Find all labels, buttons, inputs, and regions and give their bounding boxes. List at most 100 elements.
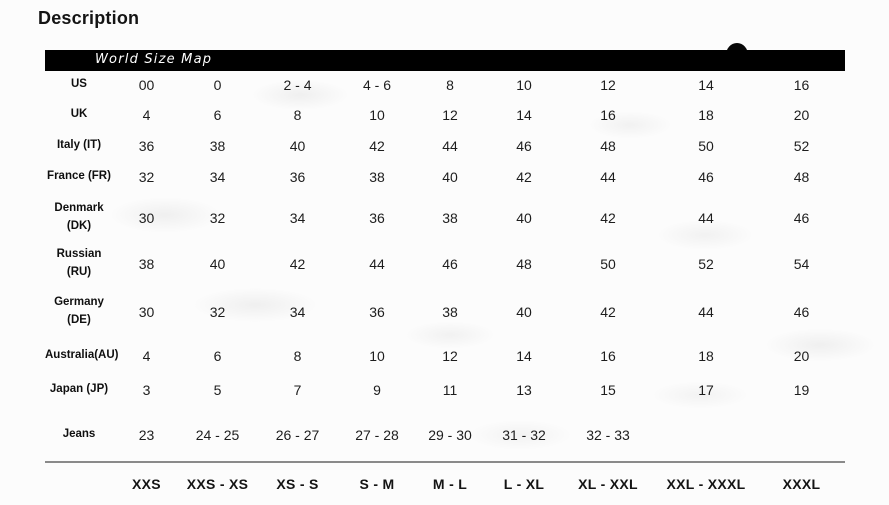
row-label: Jeans (62, 427, 96, 440)
table-row: Jeans 23 24 - 25 26 - 27 27 - 28 29 - 30 31 - … (45, 408, 845, 462)
size-cell: 54 (793, 256, 810, 272)
size-cell: 4 (142, 106, 151, 123)
size-cell: 48 (793, 168, 810, 185)
size-cell: 23 (138, 426, 155, 443)
row-label: Russian (RU) (56, 248, 102, 278)
size-cell: 42 (600, 304, 616, 320)
size-cell: 10 (516, 77, 532, 93)
size-cell: 42 (516, 168, 532, 185)
size-cell: 50 (698, 137, 714, 154)
size-cell: 14 (698, 77, 714, 93)
size-cell: 34 (289, 210, 306, 226)
size-cell: 48 (516, 256, 532, 272)
size-cell: 8 (446, 77, 454, 93)
size-cell: 10 (369, 348, 385, 364)
size-cell: 32 (209, 304, 226, 320)
size-cell: 36 (289, 168, 306, 185)
footer-label-spacer (45, 461, 113, 505)
size-cell: 14 (516, 348, 532, 364)
row-label: Germany (DE) (54, 296, 104, 326)
size-cell: 26 - 27 (275, 426, 320, 443)
size-cell: 40 (209, 256, 226, 272)
size-cell: 3 (142, 382, 151, 398)
size-cell: 8 (293, 106, 302, 123)
size-cell: 12 (442, 106, 458, 123)
size-cell: 32 (209, 210, 226, 226)
size-cell: 36 (369, 210, 385, 226)
table-header-bar: World Size Map (45, 50, 846, 71)
size-cell: 52 (793, 137, 810, 154)
size-cell: 42 (289, 256, 306, 272)
size-cell: 40 (289, 137, 306, 154)
size-cell: 44 (698, 304, 714, 320)
size-cell: 36 (138, 137, 155, 154)
size-cell (654, 408, 758, 462)
size-cell: 46 (698, 168, 714, 185)
row-label: UK (70, 107, 88, 120)
table-header-row: World Size Map (45, 50, 846, 71)
size-cell: 7 (293, 382, 302, 398)
size-cell: 50 (600, 256, 616, 272)
size-cell: 16 (793, 77, 810, 93)
table-row: Japan (JP) 3 5 7 9 11 13 15 17 19 (45, 372, 845, 408)
size-cell: 20 (793, 106, 810, 123)
size-cell: 34 (289, 304, 306, 320)
size-cell: 10 (369, 106, 385, 123)
size-cell: 6 (213, 348, 222, 364)
size-cell: 5 (213, 382, 222, 398)
size-cell: 27 - 28 (355, 426, 399, 443)
size-cell: 8 (293, 348, 302, 364)
row-label: Australia(AU) (45, 349, 119, 362)
size-cell: 38 (442, 210, 458, 226)
size-cell: 44 (369, 256, 385, 272)
size-cell: 2 - 4 (283, 77, 312, 93)
size-cell: 0 (213, 77, 222, 93)
size-cell: 6 (213, 106, 222, 123)
size-cell: 4 (142, 348, 151, 364)
footer-size-group: XXS (113, 461, 180, 505)
footer-size-group: XL - XXL (562, 461, 654, 505)
size-cell: 14 (516, 106, 532, 123)
footer-size-group: XXXL (758, 461, 846, 505)
size-cell: 30 (138, 304, 155, 320)
size-cell: 13 (516, 382, 532, 398)
size-cell: 12 (442, 348, 458, 364)
size-cell: 15 (600, 382, 616, 398)
size-cell (758, 408, 845, 462)
size-cell: 9 (373, 382, 381, 398)
size-cell: 20 (793, 348, 810, 364)
size-cell: 16 (600, 348, 616, 364)
footer-size-group: L - XL (486, 461, 562, 505)
size-cell: 44 (698, 210, 714, 226)
size-cell: 18 (698, 106, 714, 123)
size-cell: 00 (138, 77, 155, 93)
size-cell: 44 (442, 137, 458, 154)
size-cell: 16 (600, 106, 616, 123)
size-cell: 31 - 32 (502, 426, 546, 443)
size-cell: 4 - 6 (362, 77, 391, 93)
size-cell: 40 (516, 304, 532, 320)
size-cell: 46 (442, 256, 458, 272)
size-cell: 29 - 30 (428, 426, 472, 443)
size-cell: 40 (516, 210, 532, 226)
size-cell: 44 (600, 168, 616, 185)
footer-size-group: XXS - XS (180, 461, 255, 505)
size-cell: 32 (138, 168, 155, 185)
size-cell: 36 (369, 304, 385, 320)
size-cell: 12 (600, 77, 616, 93)
size-cell: 38 (209, 137, 226, 154)
footer-size-group: M - L (414, 461, 486, 505)
table-row: Russian (RU) 38 40 42 44 46 48 50 52 54 (45, 244, 845, 284)
footer-size-group: XS - S (255, 461, 340, 505)
row-label: France (FR) (47, 169, 111, 182)
size-cell: 38 (442, 304, 458, 320)
size-cell: 52 (698, 256, 714, 272)
size-cell: 11 (442, 382, 458, 398)
row-label: Japan (JP) (49, 383, 109, 396)
size-cell: 17 (698, 382, 714, 398)
size-cell: 38 (369, 168, 385, 185)
